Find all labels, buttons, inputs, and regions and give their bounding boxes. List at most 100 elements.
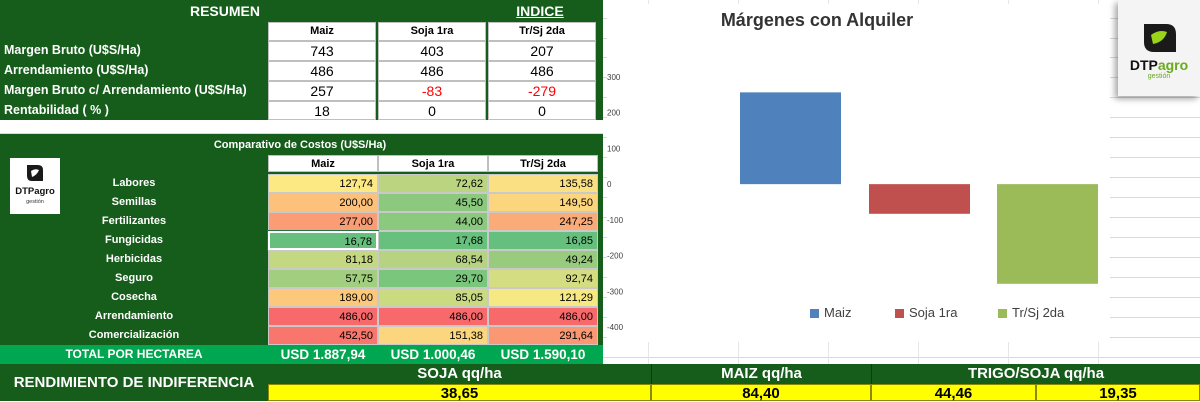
- chart-box[interactable]: [607, 4, 1110, 342]
- cost-cell[interactable]: 151,38: [378, 326, 488, 345]
- cost-cell[interactable]: 85,05: [378, 288, 488, 307]
- chart-legend: Maiz Soja 1ra Tr/Sj 2da: [810, 305, 1110, 323]
- cost-cell[interactable]: 44,00: [378, 212, 488, 231]
- indice-title: INDICE: [516, 3, 564, 19]
- cost-cell[interactable]: 486,00: [488, 307, 598, 326]
- total-maiz[interactable]: USD 1.887,94: [280, 347, 366, 362]
- cost-cell[interactable]: 45,50: [378, 193, 488, 212]
- y-tick-label: -100: [607, 216, 624, 225]
- cost-cell[interactable]: 189,00: [268, 288, 378, 307]
- chart-svg: 300 200 100 0 -100 -200 -300 -400: [607, 73, 1098, 332]
- cost-cell[interactable]: 81,18: [268, 250, 378, 269]
- y-tick-label: -200: [607, 252, 624, 261]
- costos-row-label: Seguro: [115, 272, 153, 284]
- cost-cell[interactable]: 135,58: [488, 174, 598, 193]
- cost-cell[interactable]: 291,64: [488, 326, 598, 345]
- costos-row-label: Arrendamiento: [94, 310, 174, 322]
- rend-header-trigo-soja: TRIGO/SOJA qq/ha: [871, 364, 1200, 384]
- cost-cell[interactable]: 247,25: [488, 212, 598, 231]
- resumen-col-maiz: Maiz: [268, 22, 376, 41]
- y-tick-label: -300: [607, 287, 624, 296]
- total-soja[interactable]: USD 1.000,46: [390, 347, 476, 362]
- cost-cell[interactable]: 49,24: [488, 250, 598, 269]
- legend-label-soja: Soja 1ra: [909, 305, 958, 320]
- cost-cell[interactable]: 17,68: [378, 231, 488, 250]
- resumen-cell[interactable]: 257: [268, 81, 376, 101]
- small-logo: DTPagro gestión: [10, 158, 60, 214]
- cost-cell[interactable]: 29,70: [378, 269, 488, 288]
- logo-brand: DTPagro: [1118, 57, 1200, 73]
- cost-cell[interactable]: 149,50: [488, 193, 598, 212]
- legend-label-maiz: Maiz: [824, 305, 852, 320]
- rend-value-trigo[interactable]: 44,46: [871, 384, 1036, 402]
- costos-col-trsj: Tr/Sj 2da: [488, 155, 598, 172]
- costos-col-soja: Soja 1ra: [378, 155, 488, 172]
- cost-cell[interactable]: 92,74: [488, 269, 598, 288]
- costos-row-label: Fungicidas: [104, 234, 164, 246]
- total-trsj[interactable]: USD 1.590,10: [500, 347, 586, 362]
- rend-value-soja2[interactable]: 19,35: [1036, 384, 1200, 402]
- resumen-title: RESUMEN: [189, 3, 260, 19]
- cost-cell[interactable]: 127,74: [268, 174, 378, 193]
- y-tick-label: 100: [607, 144, 621, 153]
- resumen-cell[interactable]: 486: [378, 61, 486, 81]
- dtp-agro-logo: DTPagro gestión: [1118, 0, 1200, 96]
- bar-trsj[interactable]: [997, 184, 1098, 284]
- legend-swatch-soja: [895, 309, 904, 318]
- resumen-col-soja: Soja 1ra: [378, 22, 486, 41]
- logo-sub: gestión: [1147, 73, 1171, 80]
- total-label: TOTAL POR HECTAREA: [65, 347, 203, 361]
- resumen-row-label: Margen Bruto (U$S/Ha): [4, 43, 141, 57]
- cost-cell-selected[interactable]: 16,78: [267, 230, 379, 251]
- resumen-col-trsj: Tr/Sj 2da: [488, 22, 596, 41]
- costos-row-label: Labores: [112, 177, 156, 189]
- total-row: [0, 345, 603, 364]
- rend-value-maiz[interactable]: 84,40: [651, 384, 871, 402]
- resumen-cell[interactable]: 403: [378, 41, 486, 61]
- costos-row-label: Herbicidas: [105, 253, 163, 265]
- cost-cell[interactable]: 121,29: [488, 288, 598, 307]
- chart-title: Márgenes con Alquiler: [720, 10, 914, 30]
- resumen-cell[interactable]: 18: [268, 101, 376, 120]
- rend-header-maiz: MAIZ qq/ha: [651, 364, 871, 384]
- cost-cell[interactable]: 452,50: [268, 326, 378, 345]
- resumen-cell[interactable]: 486: [268, 61, 376, 81]
- cost-cell[interactable]: 277,00: [268, 212, 378, 231]
- cost-cell[interactable]: 16,85: [488, 231, 598, 250]
- resumen-cell[interactable]: 0: [378, 101, 486, 120]
- costos-row-label: Cosecha: [111, 291, 157, 303]
- rend-value-soja[interactable]: 38,65: [268, 384, 651, 402]
- y-tick-label: -400: [607, 323, 624, 332]
- cost-cell[interactable]: 68,54: [378, 250, 488, 269]
- resumen-cell-negative[interactable]: -279: [488, 81, 596, 101]
- y-tick-label: 200: [607, 109, 621, 118]
- costos-title: Comparativo de Costos (U$S/Ha): [213, 139, 387, 151]
- resumen-cell[interactable]: 486: [488, 61, 596, 81]
- dtp-logo-icon: [1144, 24, 1176, 52]
- bar-soja[interactable]: [869, 184, 970, 214]
- costos-col-maiz: Maiz: [268, 155, 378, 172]
- small-logo-brand: DTPagro: [15, 186, 55, 197]
- cost-cell[interactable]: 72,62: [378, 174, 488, 193]
- logo-brand-dtp: DTP: [1129, 57, 1158, 73]
- rend-header-soja: SOJA qq/ha: [417, 365, 502, 382]
- legend-swatch-maiz: [810, 309, 819, 318]
- cost-cell[interactable]: 486,00: [378, 307, 488, 326]
- cost-cell[interactable]: 486,00: [268, 307, 378, 326]
- resumen-row-label: Arrendamiento (U$S/Ha): [4, 63, 149, 77]
- resumen-cell[interactable]: 207: [488, 41, 596, 61]
- rendimiento-label: RENDIMIENTO DE INDIFERENCIA: [13, 374, 255, 391]
- bar-maiz[interactable]: [740, 92, 841, 185]
- y-tick-label: 0: [607, 180, 612, 189]
- resumen-cell[interactable]: 743: [268, 41, 376, 61]
- resumen-cell-negative[interactable]: -83: [378, 81, 486, 101]
- y-tick-label: 300: [607, 73, 621, 82]
- resumen-cell[interactable]: 0: [488, 101, 596, 120]
- resumen-row-label: Margen Bruto c/ Arrendamiento (U$S/Ha): [4, 83, 247, 97]
- legend-swatch-trsj: [998, 309, 1007, 318]
- cost-cell[interactable]: 57,75: [268, 269, 378, 288]
- costos-row-label: Fertilizantes: [101, 215, 167, 227]
- cost-cell[interactable]: 200,00: [268, 193, 378, 212]
- legend-label-trsj: Tr/Sj 2da: [1012, 305, 1065, 320]
- small-logo-sub: gestión: [26, 199, 44, 205]
